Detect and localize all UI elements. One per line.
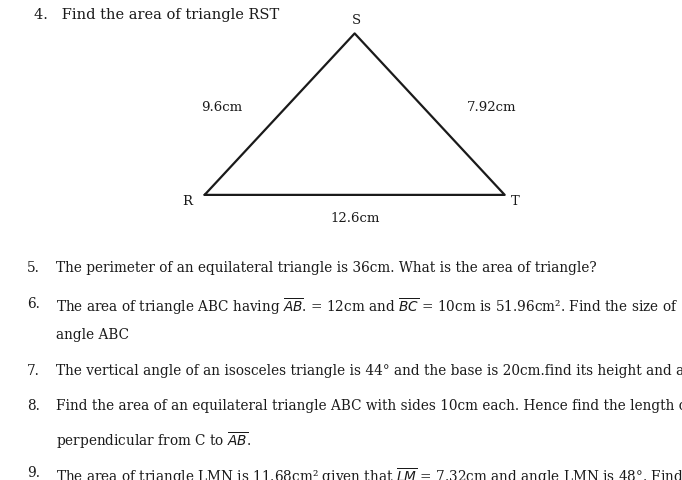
Text: The vertical angle of an isosceles triangle is 44° and the base is 20cm.find its: The vertical angle of an isosceles trian… xyxy=(56,364,682,378)
Text: Find the area of an equilateral triangle ABC with sides 10cm each. Hence find th: Find the area of an equilateral triangle… xyxy=(56,399,682,413)
Text: 4.   Find the area of triangle RST: 4. Find the area of triangle RST xyxy=(34,8,280,23)
Text: S: S xyxy=(351,14,361,27)
Text: T: T xyxy=(511,195,519,208)
Text: R: R xyxy=(183,195,192,208)
Text: 7.92cm: 7.92cm xyxy=(467,101,517,114)
Text: 9.: 9. xyxy=(27,466,40,480)
Text: perpendicular from C to $\overline{AB}$.: perpendicular from C to $\overline{AB}$. xyxy=(56,431,251,451)
Text: 12.6cm: 12.6cm xyxy=(330,212,379,225)
Text: The area of triangle LMN is 11.68cm² given that $\overline{LM}$ = 7.32cm and ang: The area of triangle LMN is 11.68cm² giv… xyxy=(56,466,682,480)
Text: 9.6cm: 9.6cm xyxy=(201,101,242,114)
Text: 5.: 5. xyxy=(27,261,40,275)
Text: The area of triangle ABC having $\overline{AB}$. = 12cm and $\overline{BC}$ = 10: The area of triangle ABC having $\overli… xyxy=(56,297,678,317)
Text: 8.: 8. xyxy=(27,399,40,413)
Text: 7.: 7. xyxy=(27,364,40,378)
Text: 6.: 6. xyxy=(27,297,40,311)
Text: angle ABC: angle ABC xyxy=(56,328,129,342)
Text: The perimeter of an equilateral triangle is 36cm. What is the area of triangle?: The perimeter of an equilateral triangle… xyxy=(56,261,597,275)
